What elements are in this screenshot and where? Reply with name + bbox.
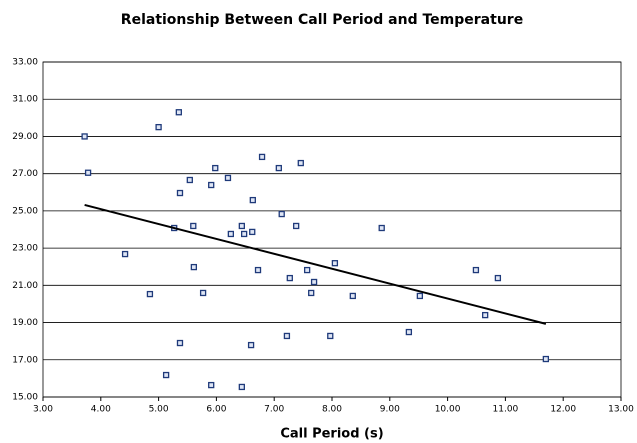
y-tick-label: 17.00 (12, 355, 38, 365)
point (162, 371, 170, 379)
point (310, 278, 318, 286)
point (327, 332, 334, 340)
point (416, 292, 424, 300)
point (297, 159, 304, 167)
point (190, 263, 198, 271)
point (303, 266, 311, 274)
point (190, 222, 197, 230)
x-tick-label: 10.00 (435, 405, 461, 415)
x-tick-label: 11.00 (493, 405, 519, 415)
point (249, 228, 256, 236)
point (238, 383, 245, 391)
point (278, 210, 285, 218)
y-tick-label: 27.00 (12, 169, 38, 179)
point (146, 290, 154, 298)
y-tick-label: 23.00 (12, 244, 38, 254)
x-axis-label: Call Period (s) (280, 427, 383, 442)
x-tick-label: 6.00 (206, 405, 226, 415)
point (378, 224, 385, 232)
point (247, 341, 255, 349)
point (224, 174, 232, 182)
point (81, 133, 88, 140)
x-tick-label: 3.00 (33, 405, 53, 415)
point (240, 230, 248, 238)
point (542, 355, 550, 363)
y-tick-label: 15.00 (12, 393, 38, 403)
point (482, 311, 489, 319)
point (212, 164, 219, 172)
plot-border (42, 61, 622, 398)
y-tick-label: 19.00 (12, 318, 38, 328)
chart-title: Relationship Between Call Period and Tem… (121, 12, 523, 28)
point (208, 381, 215, 389)
point (199, 289, 207, 297)
point (249, 196, 256, 204)
point (275, 164, 282, 172)
y-tick-label: 29.00 (12, 132, 38, 142)
point (331, 260, 339, 267)
point (176, 189, 184, 197)
point (472, 266, 480, 274)
x-tick-label: 7.00 (264, 405, 284, 415)
x-tick-label: 9.00 (380, 405, 400, 415)
x-tick-label: 8.00 (322, 405, 342, 415)
x-tick-label: 12.00 (550, 405, 576, 415)
point (155, 123, 162, 131)
x-tick-label: 13.00 (608, 405, 634, 415)
y-tick-label: 21.00 (12, 281, 38, 291)
point (208, 181, 215, 189)
point (405, 328, 413, 336)
point (175, 109, 182, 116)
point (186, 176, 193, 184)
point (227, 230, 235, 238)
trendline (84, 203, 547, 325)
point (121, 250, 129, 258)
point (286, 274, 293, 282)
point (258, 153, 266, 161)
point (283, 332, 291, 340)
point (176, 339, 184, 347)
point (254, 266, 262, 274)
y-tick-label: 31.00 (12, 95, 38, 105)
y-tick-label: 33.00 (12, 58, 38, 68)
point (349, 292, 356, 300)
point (293, 222, 300, 230)
point (84, 169, 92, 176)
point (494, 274, 502, 282)
point (238, 222, 245, 230)
y-tick-label: 25.00 (12, 206, 38, 216)
point (308, 289, 315, 297)
x-tick-label: 5.00 (149, 405, 169, 415)
x-tick-label: 4.00 (91, 405, 111, 415)
